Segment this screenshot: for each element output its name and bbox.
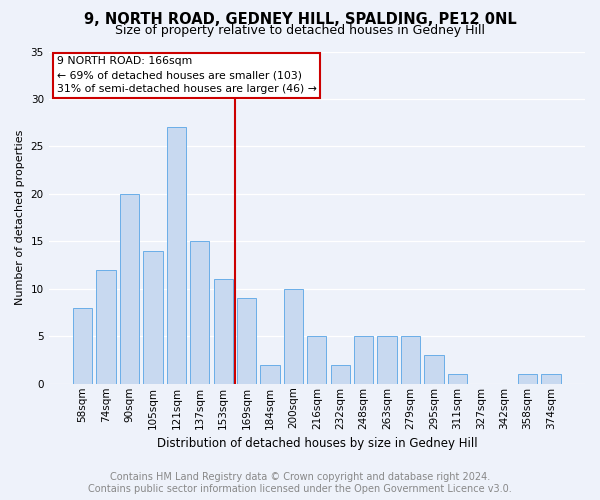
Text: Contains HM Land Registry data © Crown copyright and database right 2024.
Contai: Contains HM Land Registry data © Crown c… — [88, 472, 512, 494]
Bar — [120, 194, 139, 384]
Bar — [73, 308, 92, 384]
Bar — [237, 298, 256, 384]
Bar — [307, 336, 326, 384]
Bar — [448, 374, 467, 384]
Bar — [377, 336, 397, 384]
Bar — [143, 251, 163, 384]
X-axis label: Distribution of detached houses by size in Gedney Hill: Distribution of detached houses by size … — [157, 437, 477, 450]
Text: 9 NORTH ROAD: 166sqm
← 69% of detached houses are smaller (103)
31% of semi-deta: 9 NORTH ROAD: 166sqm ← 69% of detached h… — [57, 56, 317, 94]
Bar — [97, 270, 116, 384]
Bar — [424, 356, 443, 384]
Bar — [190, 242, 209, 384]
Y-axis label: Number of detached properties: Number of detached properties — [15, 130, 25, 306]
Text: 9, NORTH ROAD, GEDNEY HILL, SPALDING, PE12 0NL: 9, NORTH ROAD, GEDNEY HILL, SPALDING, PE… — [83, 12, 517, 26]
Bar — [214, 280, 233, 384]
Bar — [401, 336, 420, 384]
Bar — [331, 365, 350, 384]
Bar — [541, 374, 560, 384]
Bar — [354, 336, 373, 384]
Bar — [167, 128, 186, 384]
Bar — [518, 374, 537, 384]
Bar — [284, 289, 303, 384]
Text: Size of property relative to detached houses in Gedney Hill: Size of property relative to detached ho… — [115, 24, 485, 37]
Bar — [260, 365, 280, 384]
